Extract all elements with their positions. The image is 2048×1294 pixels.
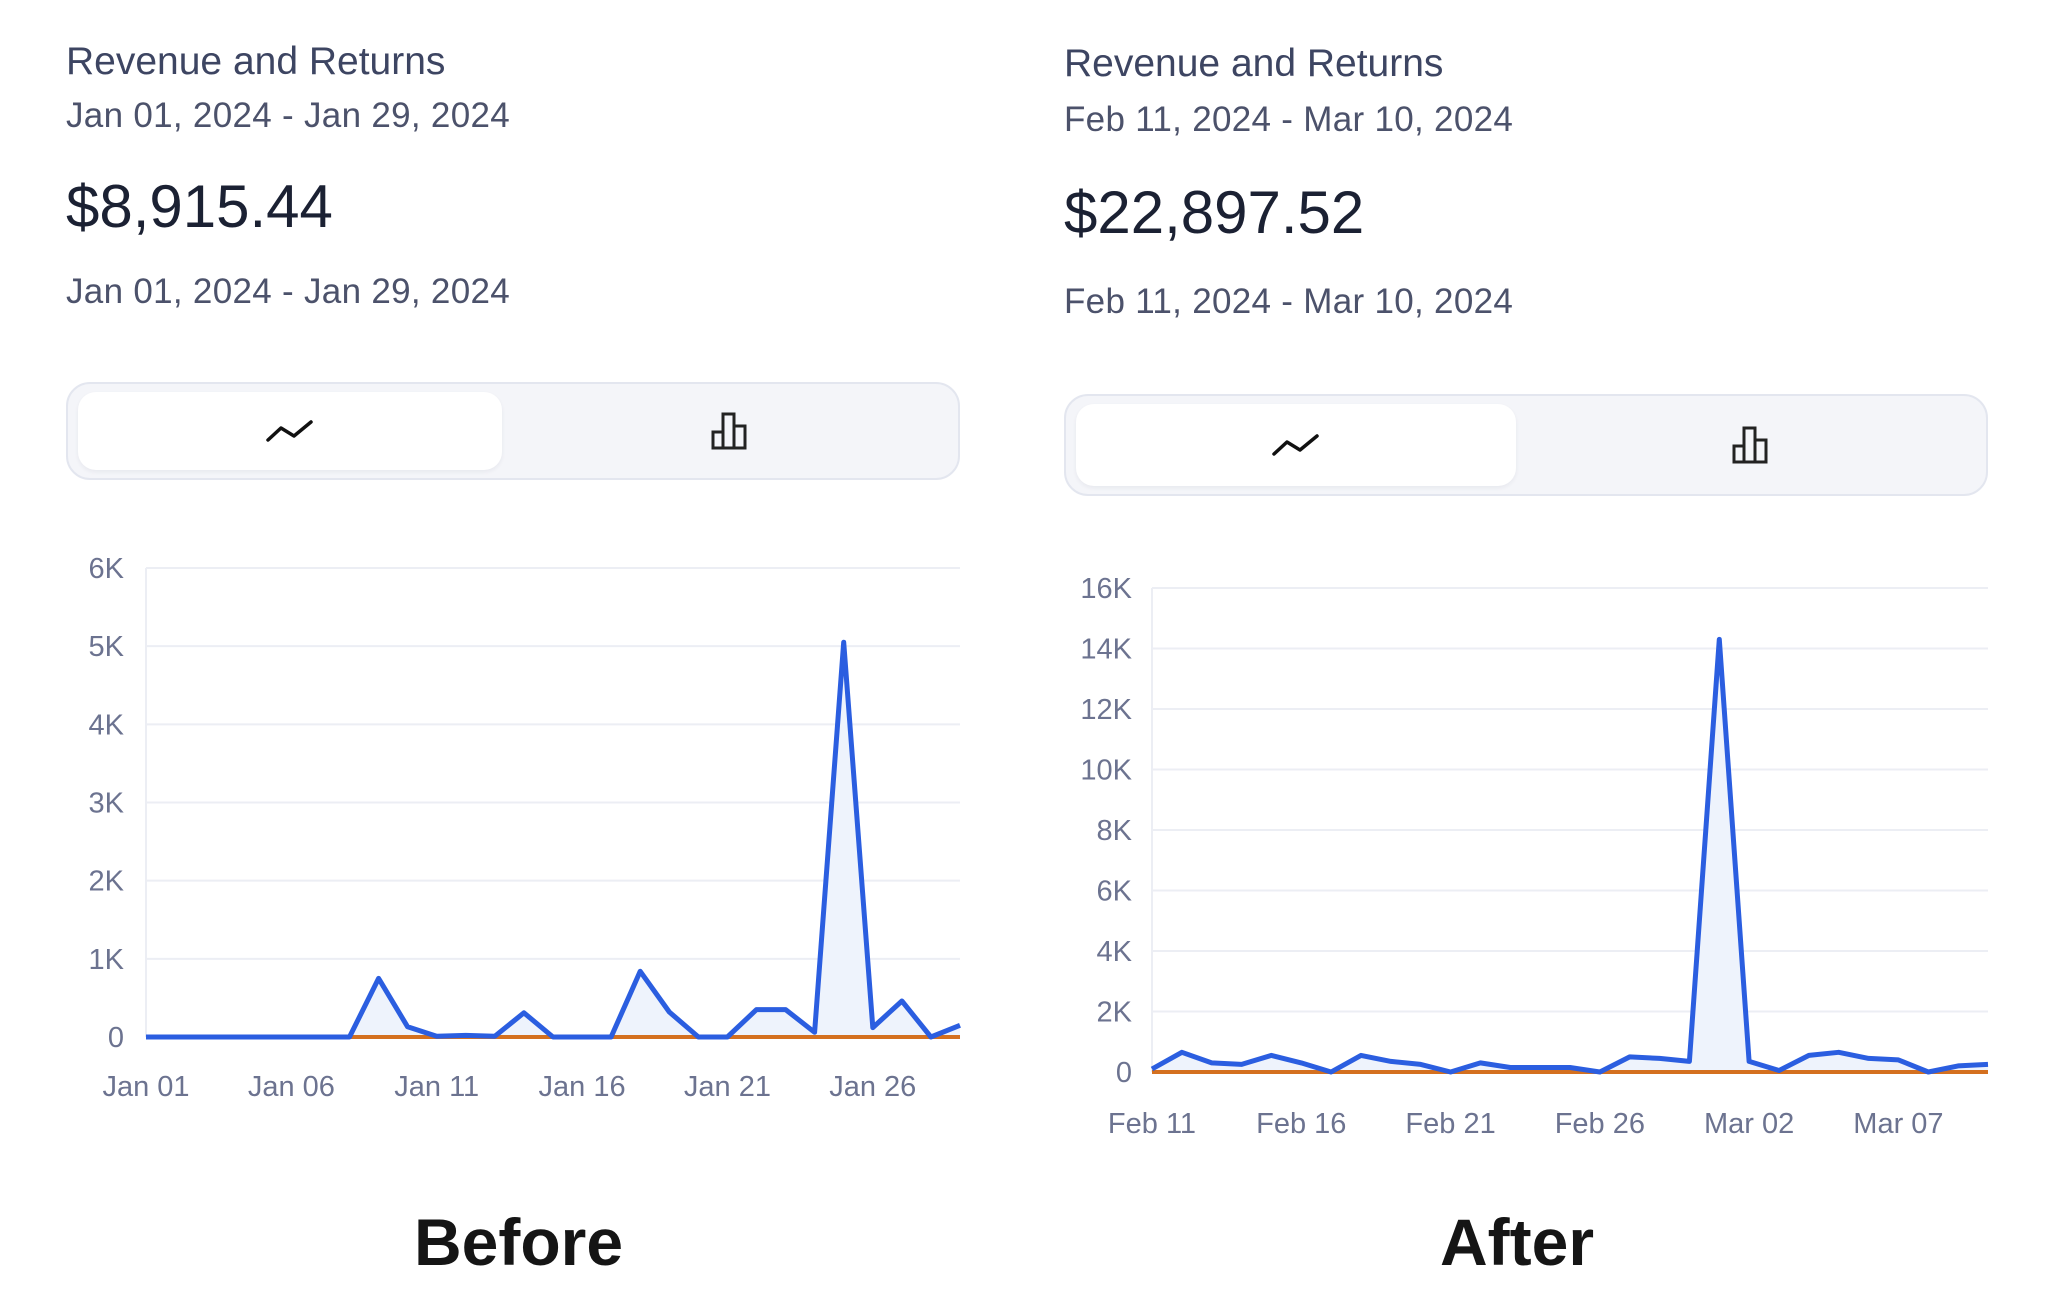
x-tick-label: Jan 26 <box>829 1071 916 1103</box>
x-tick-label: Jan 21 <box>684 1071 771 1103</box>
y-tick-label: 6K <box>89 553 125 585</box>
x-tick-label: Jan 16 <box>539 1071 626 1103</box>
total-amount: $22,897.52 <box>1064 179 1365 246</box>
card-title: Revenue and Returns <box>1064 42 1444 85</box>
x-tick-label: Feb 26 <box>1555 1108 1645 1140</box>
bar-chart-icon <box>711 412 747 450</box>
revenue-line <box>146 639 961 1040</box>
revenue-chart-after: 0 2K 4K 6K 8K 10K 12K 14K 16K Feb 11 Feb 16 Feb 21 F… <box>1080 573 1989 1140</box>
line-chart-icon <box>1272 434 1319 456</box>
y-tick-label: 4K <box>1097 936 1133 968</box>
date-range: Feb 11, 2024 - Mar 10, 2024 <box>1064 100 1514 139</box>
revenue-chart-before: 0 1K 2K 3K 4K 5K 6K Jan 01 Jan 06 Jan 11 Jan 16 Jan… <box>89 553 961 1103</box>
y-tick-label: 16K <box>1080 573 1132 605</box>
y-tick-label: 14K <box>1080 634 1132 666</box>
date-range-secondary: Jan 01, 2024 - Jan 29, 2024 <box>66 272 510 311</box>
date-range: Jan 01, 2024 - Jan 29, 2024 <box>66 96 510 135</box>
x-tick-label: Mar 02 <box>1704 1108 1794 1140</box>
y-tick-label: 1K <box>89 944 125 976</box>
line-chart-toggle[interactable] <box>78 392 502 470</box>
y-tick-label: 3K <box>89 788 125 820</box>
chart-type-toggle <box>66 382 960 480</box>
x-tick-label: Feb 16 <box>1256 1108 1346 1140</box>
caption-before: Before <box>414 1205 624 1279</box>
x-tick-label: Jan 06 <box>248 1071 335 1103</box>
y-tick-label: 12K <box>1080 694 1132 726</box>
card-title: Revenue and Returns <box>66 40 446 83</box>
y-tick-label: 5K <box>89 631 125 663</box>
x-tick-label: Jan 01 <box>102 1071 189 1103</box>
y-tick-label: 0 <box>1116 1057 1132 1089</box>
y-tick-label: 0 <box>108 1022 124 1054</box>
x-tick-label: Mar 07 <box>1853 1108 1943 1140</box>
line-chart-toggle[interactable] <box>1076 404 1516 486</box>
bar-chart-icon <box>1732 426 1768 464</box>
y-tick-label: 10K <box>1080 755 1132 787</box>
x-tick-label: Feb 11 <box>1108 1108 1196 1140</box>
line-chart-icon <box>266 420 313 442</box>
y-tick-label: 2K <box>89 866 125 898</box>
x-tick-label: Jan 11 <box>394 1071 479 1103</box>
bar-chart-toggle[interactable] <box>508 392 952 470</box>
y-tick-label: 4K <box>89 709 125 741</box>
date-range-secondary: Feb 11, 2024 - Mar 10, 2024 <box>1064 282 1514 321</box>
total-amount: $8,915.44 <box>66 173 333 240</box>
revenue-area <box>1152 639 1988 1072</box>
x-tick-label: Feb 21 <box>1405 1108 1495 1140</box>
y-tick-label: 2K <box>1097 997 1133 1029</box>
y-tick-label: 6K <box>1097 876 1133 908</box>
bar-chart-toggle[interactable] <box>1522 404 1980 486</box>
y-tick-label: 8K <box>1097 815 1133 847</box>
chart-type-toggle <box>1064 394 1988 496</box>
revenue-line <box>1150 636 1989 1075</box>
caption-after: After <box>1440 1205 1595 1279</box>
